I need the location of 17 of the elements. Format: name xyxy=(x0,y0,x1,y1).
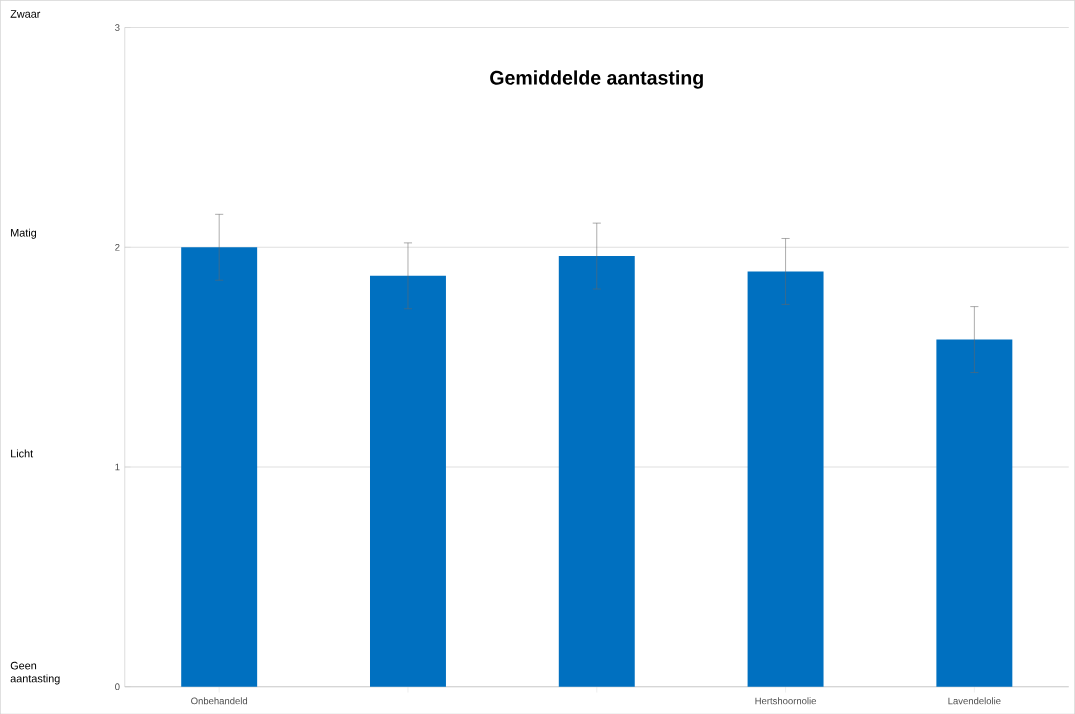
y-tick-label: 0 xyxy=(115,683,120,690)
text: Geen aantasting xyxy=(10,661,60,685)
y-tick-label: 1 xyxy=(115,463,120,471)
text: Zwaar xyxy=(10,9,41,18)
bar xyxy=(370,275,446,687)
text: Gemiddelde aantasting xyxy=(490,70,703,89)
text: Licht xyxy=(11,449,34,458)
x-tick-label: Hertshoornolie xyxy=(755,697,816,705)
bar xyxy=(747,271,824,687)
bar xyxy=(558,255,635,687)
bar xyxy=(936,339,1013,687)
x-tick-label: Onbehandeld xyxy=(191,697,248,705)
bar xyxy=(181,247,258,687)
y-tick-label: 3 xyxy=(115,23,120,31)
y-tick-label: 2 xyxy=(115,243,120,251)
x-tick-label: Lavendelolie xyxy=(948,697,1001,705)
text: Matig xyxy=(11,228,37,239)
